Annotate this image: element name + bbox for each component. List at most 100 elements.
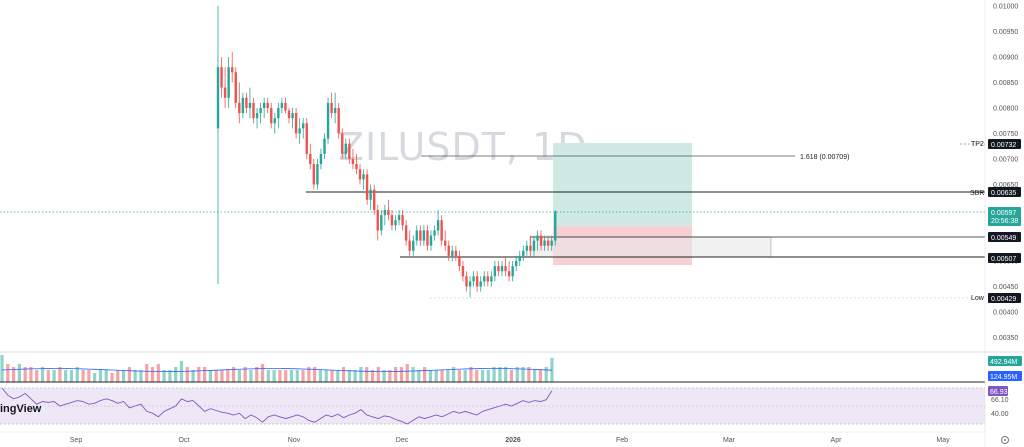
- volume-last-value: 492.94M: [990, 359, 1017, 366]
- symbol-watermark: ZILUSDT, 1D: [338, 125, 588, 169]
- candle-body: [394, 220, 397, 226]
- candle-body: [422, 230, 426, 241]
- candle-body: [291, 113, 294, 119]
- volume-bar: [237, 370, 241, 382]
- price-tick-label: 0.00750: [993, 131, 1018, 138]
- price-axis[interactable]: 0.01000 0.00950 0.00900 0.00850 0.00800 0.007…: [993, 4, 1018, 343]
- current-price-tag: 0.00597 20:56:38: [988, 207, 1021, 226]
- volume-bar: [29, 367, 33, 382]
- candle-body: [419, 230, 422, 241]
- volume-bar: [394, 367, 398, 382]
- volume-bar: [191, 370, 195, 382]
- candle-body: [369, 189, 372, 200]
- candle-body: [444, 240, 447, 246]
- volume-bar: [58, 367, 62, 382]
- volume-bar: [52, 370, 56, 382]
- candle-body: [490, 276, 493, 282]
- volume-bar: [347, 370, 351, 382]
- candle-body: [458, 255, 461, 267]
- tp2-label: TP2: [971, 141, 984, 148]
- candle-body: [387, 210, 390, 216]
- volume-bar: [249, 370, 253, 382]
- volume-bar: [64, 370, 68, 382]
- volume-bar: [538, 370, 543, 382]
- volume-bar: [197, 367, 201, 382]
- time-tick-label: May: [936, 437, 950, 444]
- candle-body: [500, 266, 504, 272]
- gear-icon[interactable]: [1001, 436, 1009, 444]
- volume-bar: [417, 370, 421, 382]
- candlestick-series: [216, 6, 557, 298]
- candle-body: [479, 281, 482, 287]
- candle-body: [529, 245, 532, 251]
- candle-body: [316, 164, 319, 185]
- volume-bar: [544, 367, 548, 382]
- volume-bar: [423, 367, 427, 382]
- candle-body: [383, 210, 387, 216]
- candle-body: [522, 250, 525, 256]
- brand-logo-text: ingView: [0, 403, 42, 415]
- volume-bar: [69, 370, 74, 382]
- bar-countdown: 20:56:38: [991, 218, 1018, 225]
- candle-body: [262, 102, 266, 108]
- volume-bar: [382, 370, 386, 382]
- volume-bar: [75, 367, 79, 382]
- volume-bar: [318, 370, 323, 382]
- volume-ma-value: 124.95M: [990, 374, 1017, 381]
- candle-body: [241, 97, 245, 114]
- price-tick-label: 0.00650: [993, 182, 1018, 189]
- candle-body: [461, 266, 465, 277]
- candle-body: [440, 220, 443, 241]
- rsi-value-tag: 66.93: [988, 386, 1008, 396]
- time-axis[interactable]: Sep Oct Nov Dec 2026 Feb Mar Apr May: [70, 437, 950, 444]
- time-tick-label: Sep: [70, 437, 83, 444]
- volume-bar: [220, 370, 224, 382]
- price-tick-label: 0.00800: [993, 106, 1018, 113]
- level-0.00549-price: 0.00549: [991, 235, 1016, 242]
- candle-body: [216, 67, 220, 129]
- sbr-price: 0.00635: [991, 190, 1016, 197]
- candle-body: [305, 123, 308, 154]
- volume-bar: [504, 367, 508, 382]
- current-price: 0.00597: [991, 210, 1016, 217]
- volume-bar: [359, 367, 363, 382]
- volume-bar: [446, 370, 450, 382]
- volume-bar: [434, 370, 438, 382]
- candle-body: [426, 230, 429, 246]
- candle-body: [284, 102, 287, 111]
- volume-bar: [370, 370, 375, 382]
- candle-body: [532, 240, 536, 251]
- candle-body: [397, 215, 401, 221]
- candle-body: [536, 235, 539, 241]
- candle-body: [546, 240, 550, 246]
- volume-bar: [116, 370, 120, 382]
- price-tick-label: 0.00900: [993, 55, 1018, 62]
- candle-body: [351, 159, 355, 165]
- candle-body: [554, 211, 557, 241]
- price-tick-label: 0.00950: [993, 29, 1018, 36]
- volume-bar: [203, 367, 207, 382]
- volume-bar: [521, 367, 525, 382]
- candle-body: [255, 113, 259, 119]
- volume-bar: [480, 370, 485, 382]
- volume-bar: [336, 370, 340, 382]
- candle-body: [483, 276, 486, 282]
- volume-bar: [272, 370, 276, 382]
- price-tick-label: 0.01000: [993, 4, 1018, 11]
- time-tick-label: Nov: [288, 437, 301, 444]
- candle-body: [245, 97, 248, 108]
- candle-body: [348, 143, 351, 159]
- candle-body: [515, 261, 518, 267]
- take-profit-zone[interactable]: [553, 143, 692, 226]
- volume-bar: [255, 367, 259, 382]
- volume-bar: [509, 370, 514, 382]
- low-label: Low: [971, 295, 985, 302]
- volume-bar: [40, 367, 45, 382]
- volume-ma-line: [1, 368, 553, 372]
- price-tick-label: 0.00400: [993, 310, 1018, 317]
- fib-1618-label: 1.618 (0.00709): [800, 154, 849, 161]
- candle-body: [273, 118, 276, 124]
- range-box[interactable]: [529, 236, 772, 258]
- volume-last-tag: 492.94M: [988, 356, 1022, 366]
